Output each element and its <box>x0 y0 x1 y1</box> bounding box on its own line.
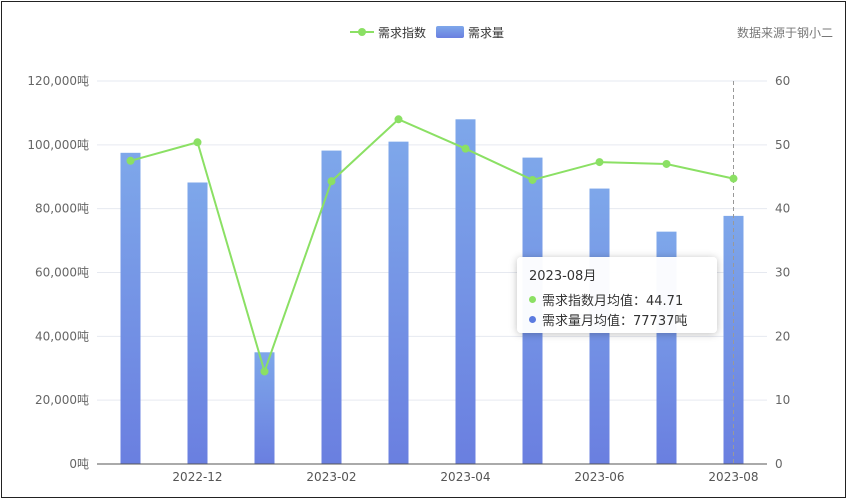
tooltip-row-demand-volume: 需求量月均值：77737吨 <box>529 309 705 329</box>
x-tick-label: 2023-08 <box>708 470 758 484</box>
line-point <box>126 156 135 165</box>
axes: 0吨 0 20,000吨 10 40,000吨 20 60,000吨 30 80,000吨 40 1… <box>27 74 790 484</box>
line-point <box>461 144 470 153</box>
grid-lines <box>97 80 767 401</box>
line-series-swatch <box>350 26 374 38</box>
bar <box>321 150 342 464</box>
bar <box>388 141 409 464</box>
line-point <box>595 158 604 167</box>
y-right-tick-label: 0 <box>775 457 783 471</box>
line-point <box>394 115 403 124</box>
y-left-tick-label: 0吨 <box>69 457 89 471</box>
line-point <box>729 174 738 183</box>
x-tick-label: 2023-02 <box>306 470 356 484</box>
legend-item-demand-index[interactable]: 需求指数 <box>350 24 426 41</box>
x-tick-label: 2023-04 <box>440 470 490 484</box>
y-right-tick-label: 60 <box>775 74 790 88</box>
line-series <box>126 115 738 376</box>
bar <box>723 215 744 464</box>
y-left-tick-label: 120,000吨 <box>27 74 89 88</box>
x-tick-label: 2022-12 <box>172 470 222 484</box>
line-point <box>260 367 269 376</box>
y-right-tick-label: 50 <box>775 138 790 152</box>
line-point <box>662 159 671 168</box>
y-right-tick-label: 20 <box>775 329 790 343</box>
bar <box>120 152 141 464</box>
tooltip-title: 2023-08月 <box>529 269 597 284</box>
y-left-tick-label: 80,000吨 <box>35 202 89 216</box>
bar-series-swatch <box>436 26 465 38</box>
y-left-tick-label: 20,000吨 <box>35 393 89 407</box>
chart-tooltip: 2023-08月 需求指数月均值：44.71 需求量月均值：77737吨 <box>517 257 717 333</box>
green-dot-icon <box>529 295 536 303</box>
line-point <box>327 177 336 186</box>
line-point <box>193 138 202 147</box>
legend-item-demand-volume[interactable]: 需求量 <box>436 24 504 41</box>
tooltip-row-demand-index: 需求指数月均值：44.71 <box>529 289 705 309</box>
y-right-tick-label: 10 <box>775 393 790 407</box>
bar <box>187 182 208 464</box>
y-left-tick-label: 100,000吨 <box>27 138 89 152</box>
legend-label-demand-volume: 需求量 <box>468 25 505 40</box>
data-source-note: 数据来源于钢小二 <box>736 26 833 40</box>
tooltip-demand-volume-text: 需求量月均值：77737吨 <box>542 313 688 329</box>
y-left-tick-label: 60,000吨 <box>35 266 89 280</box>
line-point <box>528 175 537 184</box>
bar <box>254 352 275 464</box>
x-tick-label: 2023-06 <box>574 470 624 484</box>
line-path <box>130 118 734 375</box>
legend-label-demand-index: 需求指数 <box>378 25 427 40</box>
y-right-tick-label: 40 <box>775 202 790 216</box>
blue-dot-icon <box>529 315 536 323</box>
chart-legend[interactable]: 需求指数 需求量 <box>350 22 504 42</box>
tooltip-demand-index-text: 需求指数月均值：44.71 <box>542 293 684 309</box>
y-right-tick-label: 30 <box>775 266 790 280</box>
bar <box>455 119 476 465</box>
y-left-tick-label: 40,000吨 <box>35 329 89 343</box>
